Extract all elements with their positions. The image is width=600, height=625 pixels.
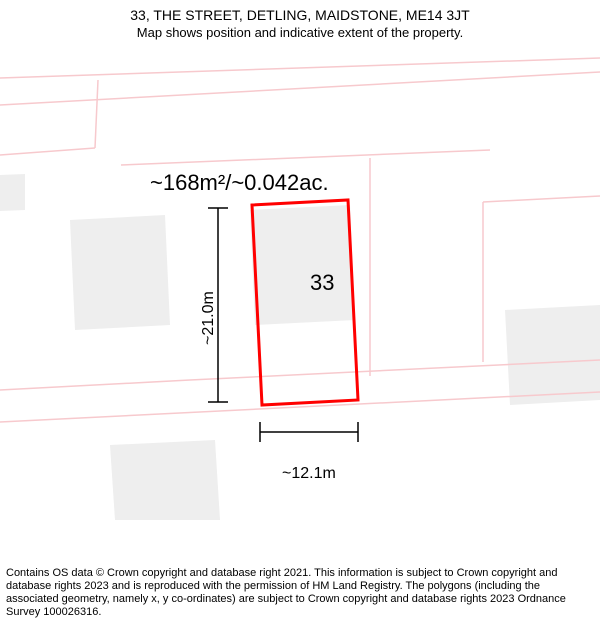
area-label: ~168m²/~0.042ac. bbox=[150, 170, 329, 196]
dimension-horizontal-label: ~12.1m bbox=[282, 465, 336, 483]
page-title: 33, THE STREET, DETLING, MAIDSTONE, ME14… bbox=[0, 6, 600, 24]
page-subtitle: Map shows position and indicative extent… bbox=[0, 24, 600, 41]
map-area: ~168m²/~0.042ac. 33 ~21.0m ~12.1m bbox=[0, 50, 600, 520]
dimension-vertical-label: ~21.0m bbox=[200, 291, 218, 345]
footer-text: Contains OS data © Crown copyright and d… bbox=[6, 567, 594, 619]
map-svg bbox=[0, 50, 600, 520]
page-root: 33, THE STREET, DETLING, MAIDSTONE, ME14… bbox=[0, 0, 600, 625]
plot-number: 33 bbox=[310, 270, 334, 296]
header: 33, THE STREET, DETLING, MAIDSTONE, ME14… bbox=[0, 6, 600, 41]
